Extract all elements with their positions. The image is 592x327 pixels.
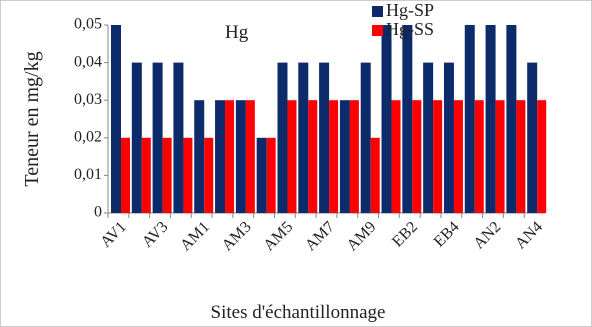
bar xyxy=(141,137,151,213)
bar xyxy=(433,100,443,213)
bar xyxy=(527,62,538,213)
bar xyxy=(121,137,130,213)
bar xyxy=(266,137,276,213)
y-axis-title: Teneur en mg/kg xyxy=(21,51,43,186)
legend-swatch xyxy=(372,6,383,17)
bar xyxy=(329,100,339,213)
bar xyxy=(391,100,401,213)
y-tick-label: 0,05 xyxy=(74,16,102,33)
bar xyxy=(412,100,422,213)
bar xyxy=(516,100,526,213)
bar xyxy=(256,137,267,213)
bar xyxy=(495,100,505,213)
bar xyxy=(402,25,413,213)
bar xyxy=(474,100,484,213)
bar xyxy=(215,100,226,213)
bar xyxy=(152,62,163,213)
bar xyxy=(162,137,172,213)
bar xyxy=(537,100,547,213)
bar xyxy=(204,137,214,213)
bar xyxy=(131,62,142,213)
y-tick-label: 0,02 xyxy=(74,128,102,145)
bar xyxy=(287,100,297,213)
y-tick-label: 0 xyxy=(94,204,102,221)
bar xyxy=(339,100,350,213)
bar xyxy=(308,100,318,213)
legend-label: Hg-SS xyxy=(386,19,434,39)
bar xyxy=(277,62,288,213)
bar xyxy=(443,62,454,213)
legend-swatch xyxy=(372,25,383,36)
bar xyxy=(381,25,392,213)
bar xyxy=(235,100,246,213)
bar xyxy=(423,62,434,213)
y-tick-label: 0,04 xyxy=(74,53,102,70)
bar xyxy=(245,100,255,213)
bar xyxy=(111,25,121,213)
bar xyxy=(360,62,371,213)
x-axis-title: Sites d'échantillonnage xyxy=(211,302,386,323)
bar xyxy=(506,25,517,213)
bar xyxy=(173,62,184,213)
bar xyxy=(485,25,496,213)
bar xyxy=(298,62,309,213)
bar xyxy=(453,100,463,213)
bar xyxy=(194,100,205,213)
legend-label: Hg-SP xyxy=(386,0,434,20)
y-tick-label: 0,01 xyxy=(74,166,102,183)
y-tick-label: 0,03 xyxy=(74,91,102,108)
bar xyxy=(183,137,193,213)
bar xyxy=(225,100,235,213)
bar xyxy=(349,100,359,213)
bar xyxy=(319,62,330,213)
annotation: Hg xyxy=(225,22,249,43)
bar xyxy=(370,137,380,213)
bar xyxy=(464,25,475,213)
